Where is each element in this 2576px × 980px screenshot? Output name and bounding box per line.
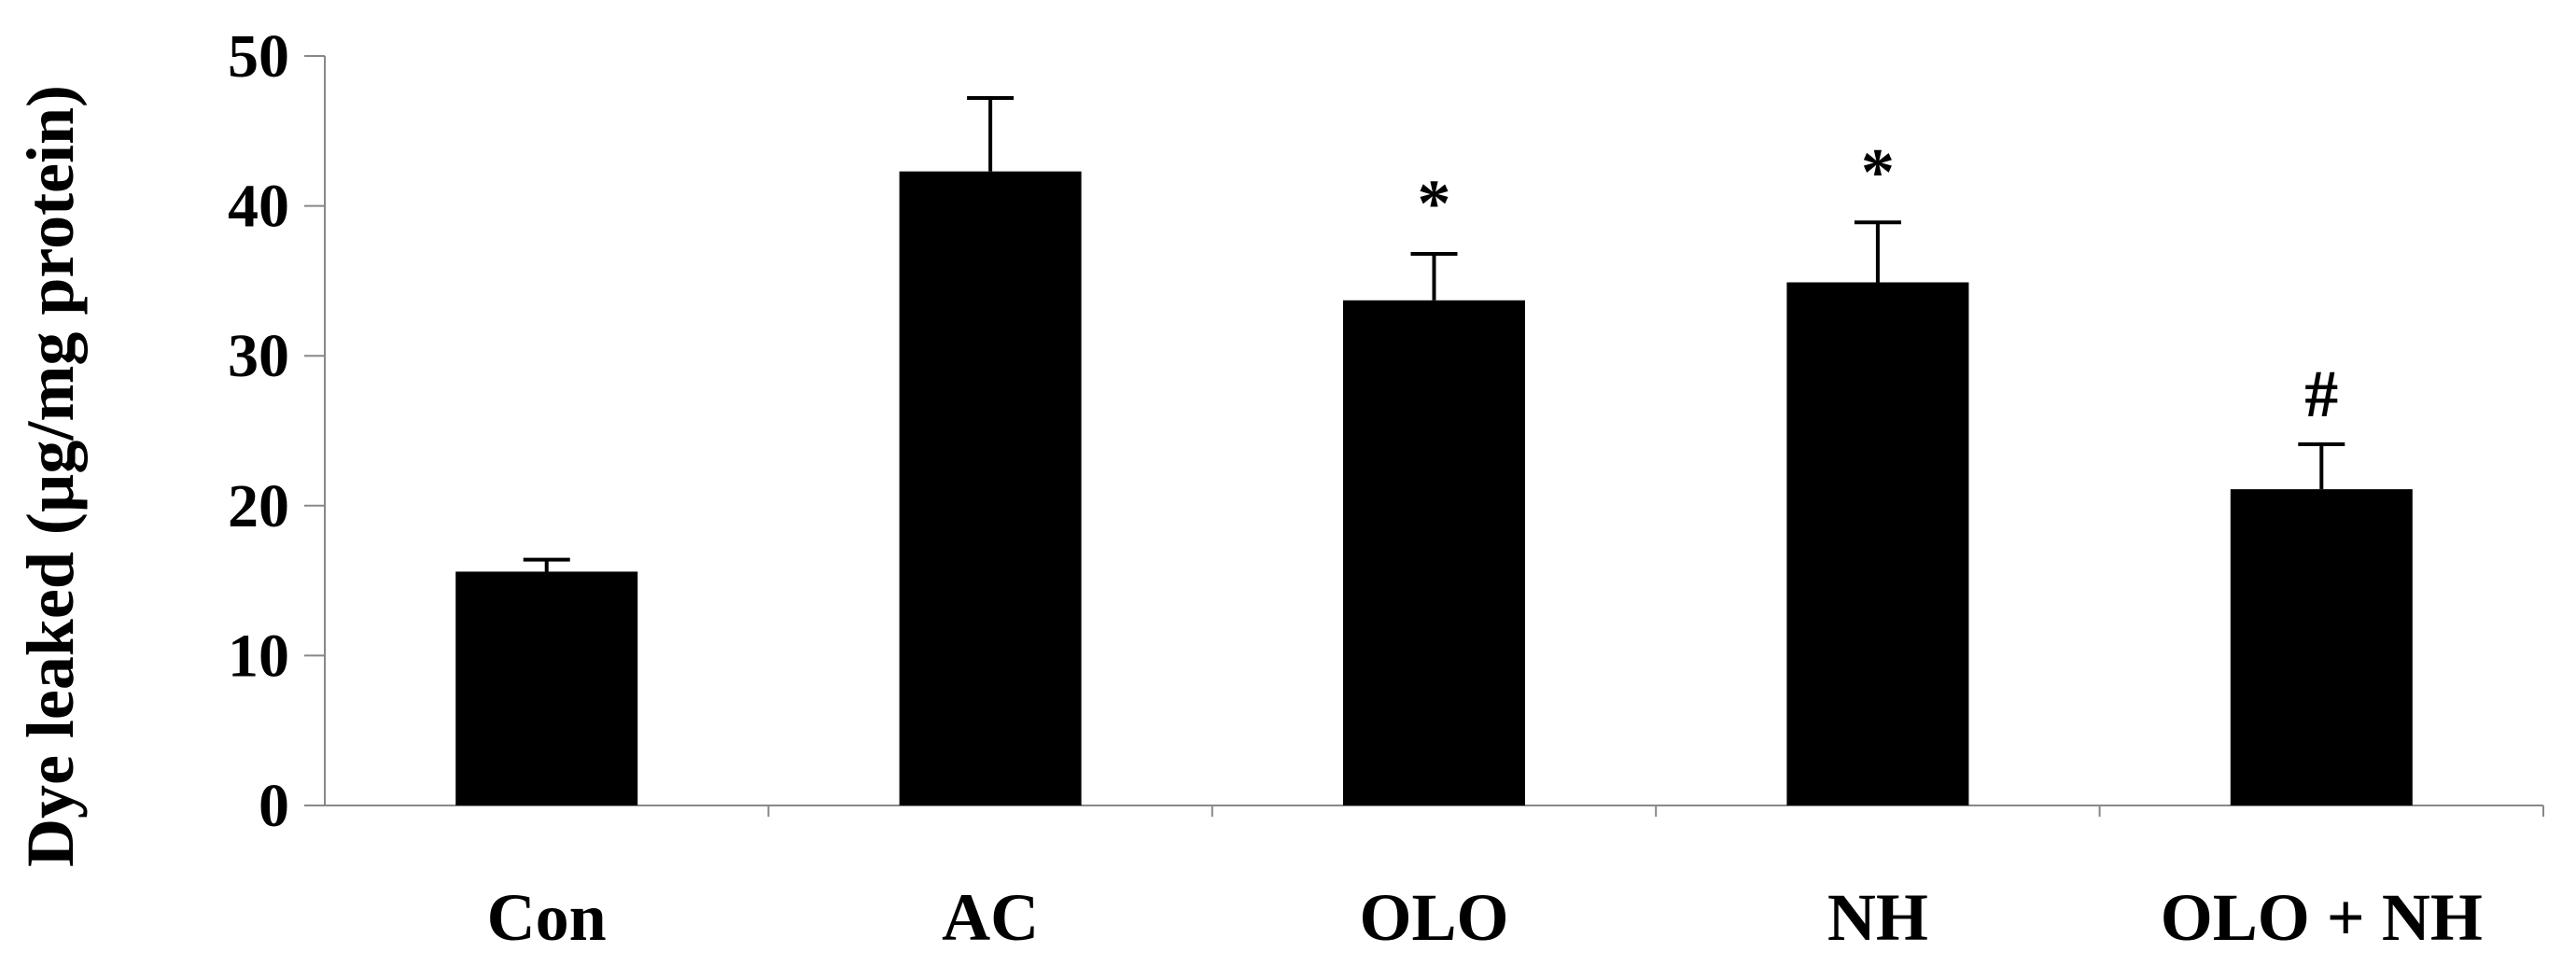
y-tick-label: 10 xyxy=(228,622,289,690)
x-tick-label: AC xyxy=(942,880,1039,955)
y-axis-label: Dye leaked (µg/mg protein) xyxy=(13,85,88,867)
annotations: * * # xyxy=(1418,134,2339,431)
significance-marker: # xyxy=(2304,357,2338,431)
y-axis-ticks: 0 10 20 30 40 50 xyxy=(228,22,325,840)
x-tick-label: Con xyxy=(487,880,607,955)
y-tick-label: 0 xyxy=(259,772,289,840)
y-tick-label: 20 xyxy=(228,472,289,540)
error-bars xyxy=(523,95,2345,572)
x-axis-labels: Con AC OLO NH OLO + NH xyxy=(487,880,2483,955)
bar xyxy=(1786,282,1969,806)
bar xyxy=(1343,300,1525,805)
x-tick-label: NH xyxy=(1827,880,1928,955)
bar xyxy=(2230,489,2413,805)
significance-marker: * xyxy=(1418,166,1451,241)
bars xyxy=(455,171,2413,806)
y-tick-label: 30 xyxy=(228,322,289,390)
significance-marker: * xyxy=(1861,134,1895,209)
x-tick-label: OLO xyxy=(1359,880,1508,955)
bar xyxy=(455,571,638,805)
bar xyxy=(899,171,1082,806)
x-tick-label: OLO + NH xyxy=(2161,880,2483,955)
y-tick-label: 40 xyxy=(228,173,289,241)
y-tick-label: 50 xyxy=(228,22,289,91)
